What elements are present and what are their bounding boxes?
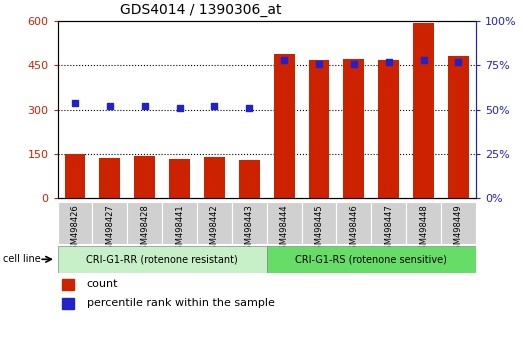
- Bar: [204, 157, 225, 198]
- Bar: [267, 202, 302, 244]
- Text: CRI-G1-RR (rotenone resistant): CRI-G1-RR (rotenone resistant): [86, 254, 238, 264]
- Text: count: count: [87, 279, 118, 290]
- Bar: [197, 202, 232, 244]
- Bar: [309, 60, 329, 198]
- Bar: [406, 202, 441, 244]
- Point: [350, 61, 358, 67]
- Text: GSM498447: GSM498447: [384, 204, 393, 255]
- Bar: [64, 154, 85, 198]
- Bar: [58, 246, 267, 273]
- Text: percentile rank within the sample: percentile rank within the sample: [87, 298, 275, 308]
- Text: GDS4014 / 1390306_at: GDS4014 / 1390306_at: [120, 4, 282, 17]
- Point: [106, 103, 114, 109]
- Text: GSM498426: GSM498426: [71, 204, 79, 255]
- Text: GSM498443: GSM498443: [245, 204, 254, 255]
- Bar: [99, 158, 120, 198]
- Text: GSM498428: GSM498428: [140, 204, 149, 255]
- Bar: [378, 60, 399, 198]
- Text: CRI-G1-RS (rotenone sensitive): CRI-G1-RS (rotenone sensitive): [295, 254, 447, 264]
- Text: cell line: cell line: [3, 254, 40, 264]
- Text: GSM498427: GSM498427: [105, 204, 115, 255]
- Bar: [239, 160, 260, 198]
- Bar: [274, 54, 294, 198]
- Text: GSM498445: GSM498445: [314, 204, 324, 255]
- Bar: [134, 156, 155, 198]
- Bar: [413, 23, 434, 198]
- Bar: [448, 56, 469, 198]
- Text: GSM498446: GSM498446: [349, 204, 358, 255]
- Bar: [62, 298, 74, 309]
- Text: GSM498449: GSM498449: [454, 204, 463, 255]
- Point: [315, 61, 323, 67]
- Bar: [336, 202, 371, 244]
- Bar: [232, 202, 267, 244]
- Bar: [162, 202, 197, 244]
- Point: [141, 103, 149, 109]
- Bar: [267, 246, 476, 273]
- Bar: [302, 202, 336, 244]
- Bar: [127, 202, 162, 244]
- Point: [175, 105, 184, 111]
- Bar: [169, 159, 190, 198]
- Point: [71, 100, 79, 105]
- Bar: [344, 59, 365, 198]
- Point: [419, 57, 428, 63]
- Bar: [441, 202, 476, 244]
- Bar: [58, 202, 93, 244]
- Text: GSM498441: GSM498441: [175, 204, 184, 255]
- Point: [384, 59, 393, 65]
- Bar: [62, 279, 74, 290]
- Point: [280, 57, 288, 63]
- Point: [210, 103, 219, 109]
- Text: GSM498442: GSM498442: [210, 204, 219, 255]
- Text: GSM498448: GSM498448: [419, 204, 428, 255]
- Bar: [93, 202, 127, 244]
- Bar: [371, 202, 406, 244]
- Text: GSM498444: GSM498444: [280, 204, 289, 255]
- Point: [454, 59, 463, 65]
- Point: [245, 105, 254, 111]
